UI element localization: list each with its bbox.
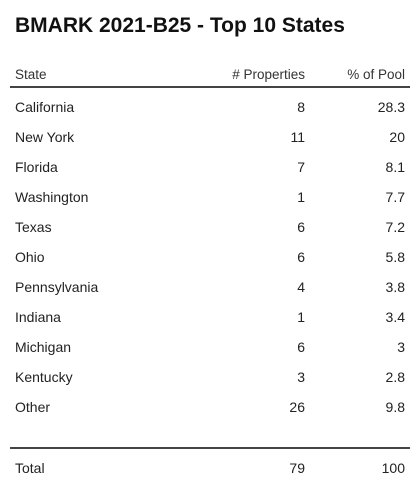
state-cell: Pennsylvania [15,279,99,295]
state-cell: California [15,99,75,115]
pool-cell: 2.8 [385,369,405,385]
table-row: Michigan 6 3 [10,332,410,362]
column-header-pool: % of Pool [347,67,405,82]
table-row: Pennsylvania 4 3.8 [10,272,410,302]
pool-cell: 3.8 [385,279,405,295]
table-row: Indiana 1 3.4 [10,302,410,332]
properties-cell: 1 [297,309,305,325]
state-cell: Indiana [15,309,61,325]
state-cell: Ohio [15,249,45,265]
state-cell: Texas [15,219,52,235]
state-cell: Michigan [15,339,72,355]
pool-cell: 7.7 [385,189,405,205]
pool-cell: 8.1 [385,159,405,175]
state-cell: New York [15,129,75,145]
pool-cell: 3.4 [385,309,405,325]
pool-cell: 7.2 [385,219,405,235]
column-header-state: State [15,67,47,82]
total-pool: 100 [381,460,405,476]
state-cell: Kentucky [15,369,73,385]
state-cell: Other [15,399,51,415]
state-cell: Washington [15,189,89,205]
pool-cell: 5.8 [385,249,405,265]
total-row: Total 79 100 [10,449,410,489]
state-cell: Florida [15,159,58,175]
table-row: Kentucky 3 2.8 [10,362,410,392]
properties-cell: 11 [290,129,305,145]
pool-cell: 3 [397,339,405,355]
pool-cell: 9.8 [385,399,405,415]
table-row: California 8 28.3 [10,92,410,122]
column-header-properties: # Properties [232,67,305,82]
properties-cell: 4 [297,279,305,295]
total-divider [10,422,410,449]
properties-cell: 1 [297,189,305,205]
pool-cell: 20 [389,129,405,145]
total-properties: 79 [289,460,305,476]
table-header: State # Properties % of Pool [10,64,410,88]
pool-cell: 28.3 [377,99,405,115]
table-row: Ohio 6 5.8 [10,242,410,272]
properties-cell: 6 [297,219,305,235]
table-row: Florida 7 8.1 [10,152,410,182]
total-label: Total [15,460,45,476]
table-row: Washington 1 7.7 [10,182,410,212]
table-row: Texas 6 7.2 [10,212,410,242]
properties-cell: 6 [297,249,305,265]
table-row: New York 11 20 [10,122,410,152]
states-table: State # Properties % of Pool California … [10,64,410,489]
properties-cell: 8 [297,99,305,115]
page-title: BMARK 2021-B25 - Top 10 States [15,14,345,37]
properties-cell: 6 [297,339,305,355]
table-row: Other 26 9.8 [10,392,410,422]
properties-cell: 26 [289,399,305,415]
properties-cell: 7 [297,159,305,175]
properties-cell: 3 [297,369,305,385]
table-body: California 8 28.3 New York 11 20 Florida… [10,88,410,422]
